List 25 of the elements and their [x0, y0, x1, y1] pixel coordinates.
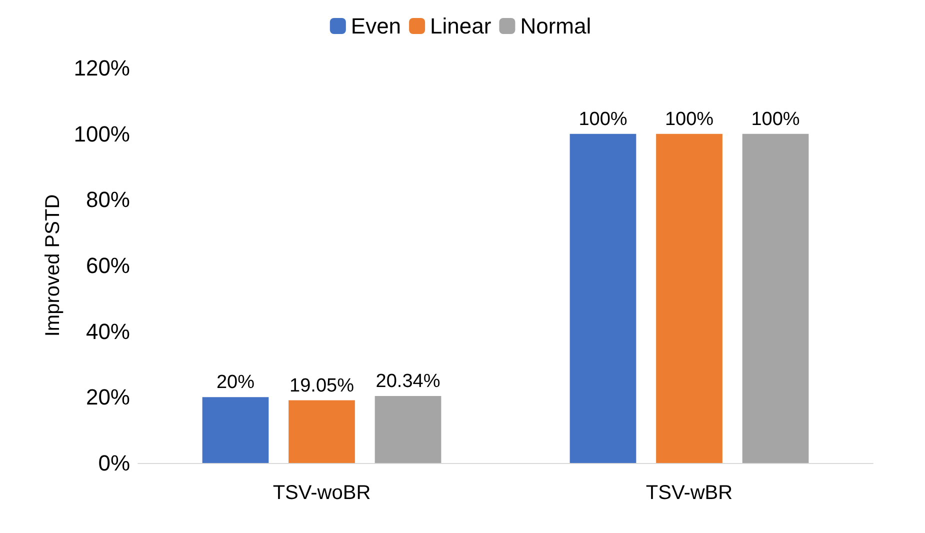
x-tick-label: TSV-woBR [272, 482, 371, 504]
bar [742, 134, 809, 463]
bar [374, 396, 442, 463]
bar [288, 400, 355, 463]
y-axis-title: Improved PSTD [42, 194, 64, 337]
data-label: 20% [216, 372, 255, 394]
legend-label: Even [350, 14, 402, 38]
y-tick-label: 60% [86, 253, 130, 278]
data-label: 100% [664, 108, 714, 130]
x-tick-label: TSV-wBR [646, 482, 733, 504]
y-tick-label: 100% [74, 121, 130, 146]
bar [656, 134, 722, 463]
legend-label: Normal [520, 14, 592, 38]
y-tick-label: 40% [86, 318, 130, 344]
y-tick-label: 20% [86, 384, 130, 410]
data-label: 19.05% [290, 375, 354, 396]
legend-label: Linear [430, 14, 492, 38]
bar [202, 397, 269, 463]
bar [570, 134, 636, 463]
y-tick-label: 0% [98, 450, 130, 476]
data-label: 20.34% [376, 371, 440, 392]
data-label: 100% [578, 108, 628, 130]
y-tick-label: 120% [74, 56, 130, 80]
data-label: 100% [751, 108, 800, 130]
y-tick-label: 80% [86, 187, 130, 212]
